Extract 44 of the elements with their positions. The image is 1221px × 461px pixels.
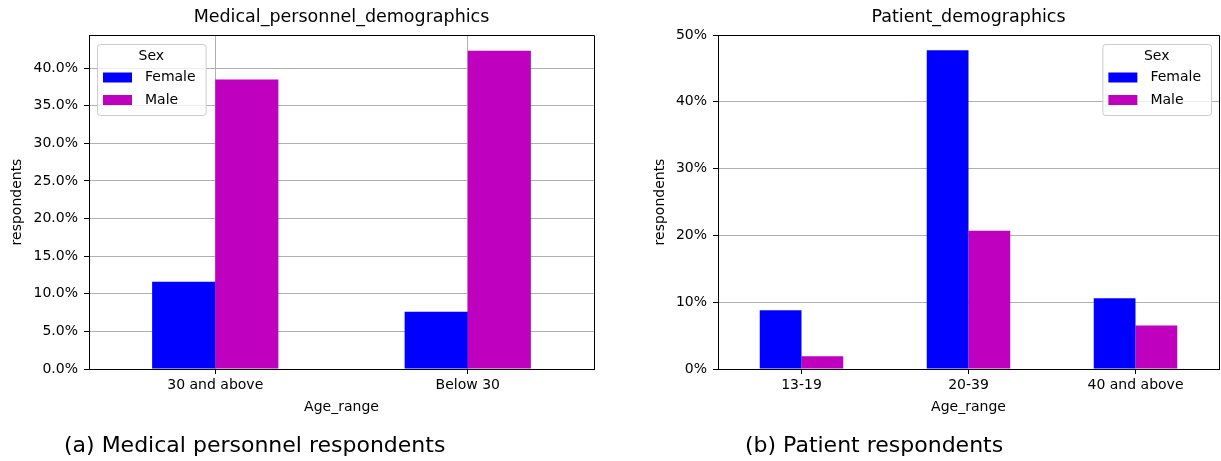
- bar: [1135, 325, 1178, 369]
- y-tick-label: 0.0%: [42, 359, 78, 376]
- bar: [404, 311, 468, 369]
- bar: [759, 310, 802, 369]
- y-tick-label: 15.0%: [33, 246, 78, 263]
- y-tick-label: 0%: [684, 359, 707, 376]
- text: (a) Medical personnel respondents: [64, 431, 446, 458]
- legend-label: Male: [145, 90, 179, 107]
- y-tick-label: 30.0%: [33, 133, 78, 150]
- text: (b) Patient respondents: [745, 431, 1004, 458]
- bar: [215, 79, 279, 369]
- y-tick-label: 20%: [675, 226, 707, 243]
- legend-title: Sex: [138, 46, 165, 63]
- bar: [467, 50, 531, 369]
- y-tick-label: 5.0%: [42, 322, 78, 339]
- y-tick-label: 10.0%: [33, 284, 78, 301]
- chart-title: Patient_demographics: [871, 6, 1066, 28]
- y-axis-title: respondents: [8, 158, 25, 246]
- bar: [152, 281, 216, 369]
- y-tick-label: 30%: [675, 159, 707, 176]
- x-axis-title: Age_range: [304, 398, 379, 415]
- y-tick-label: 50%: [675, 25, 707, 42]
- y-tick-label: 20.0%: [33, 209, 78, 226]
- x-tick-label: 13-19: [781, 376, 822, 393]
- bar: [926, 50, 969, 369]
- legend-label: Female: [145, 68, 196, 85]
- y-tick-label: 40.0%: [33, 58, 78, 75]
- x-tick-label: 40 and above: [1087, 376, 1184, 393]
- x-tick-label: 30 and above: [167, 376, 264, 393]
- legend-label: Male: [1150, 90, 1184, 107]
- x-tick-label: 20-39: [948, 376, 989, 393]
- bar: [801, 356, 844, 369]
- y-tick-label: 25.0%: [33, 171, 78, 188]
- legend-title: Sex: [1143, 46, 1170, 63]
- y-tick-label: 35.0%: [33, 96, 78, 113]
- x-tick-label: Below 30: [435, 376, 500, 393]
- y-tick-label: 10%: [675, 292, 707, 309]
- y-axis-title: respondents: [651, 158, 668, 246]
- bar: [1093, 298, 1136, 369]
- y-tick-label: 40%: [675, 92, 707, 109]
- chart-title: Medical_personnel_demographics: [193, 6, 490, 28]
- legend-label: Female: [1150, 68, 1201, 85]
- x-axis-title: Age_range: [931, 398, 1006, 415]
- bar: [968, 230, 1011, 369]
